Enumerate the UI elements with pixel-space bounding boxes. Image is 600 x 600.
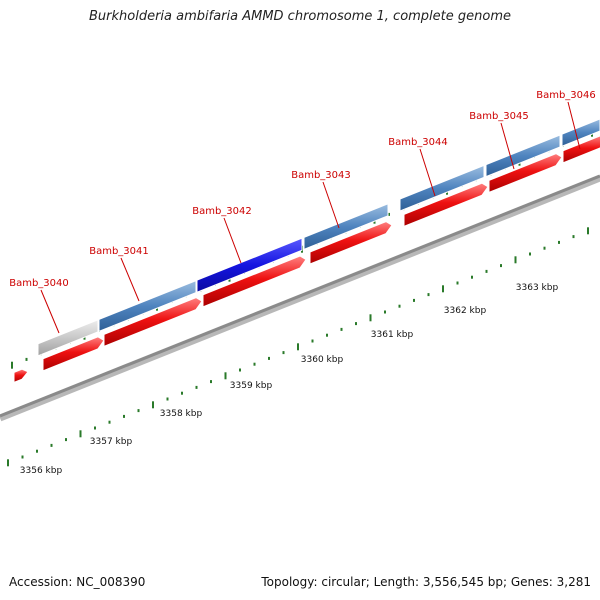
gene-label-bamb-3043: Bamb_3043	[291, 170, 351, 181]
cds-arrow-bamb-3044	[403, 182, 489, 228]
backbone-shadow	[0, 174, 600, 422]
gene-labels: Bamb_3040 Bamb_3041 Bamb_3042 Bamb_3043 Bamb…	[9, 90, 596, 289]
cds-arrow-bamb-3046	[562, 135, 600, 164]
gene-bar-bamb-3046	[561, 118, 600, 147]
scale-label: 3363 kbp	[516, 283, 559, 293]
scale-labels: 3356 kbp 3357 kbp 3358 kbp 3359 kbp 3360 kbp…	[20, 283, 559, 476]
cds-arrow-bamb-3043	[309, 221, 393, 265]
gene-label-bamb-3040: Bamb_3040	[9, 278, 69, 289]
cds-arrows	[13, 135, 600, 384]
gene-bar-bamb-3040	[37, 319, 99, 357]
scale-label: 3359 kbp	[230, 381, 273, 391]
map-title: Burkholderia ambifaria AMMD chromosome 1…	[88, 9, 512, 24]
cds-arrow-bamb-3041	[103, 297, 203, 348]
cds-arrow-bamb-3042	[202, 255, 307, 308]
gene-label-bamb-3044: Bamb_3044	[388, 137, 448, 148]
gene-bar-bamb-3041	[98, 279, 197, 333]
gene-label-leader	[500, 122, 515, 170]
accession-text: Accession: NC_008390	[9, 575, 146, 589]
gene-label-leader	[567, 101, 581, 150]
gene-bar-bamb-3045	[485, 134, 561, 178]
gene-label-leader	[223, 217, 242, 264]
lower-tick-marks	[7, 227, 589, 467]
gene-label-leader	[322, 181, 340, 229]
backbone-line	[0, 174, 600, 418]
gene-bar-bamb-3043	[303, 203, 389, 251]
scale-label: 3362 kbp	[444, 306, 487, 316]
gene-label-bamb-3045: Bamb_3045	[469, 111, 529, 122]
cds-arrow-bamb-3045	[488, 153, 563, 194]
scale-label: 3358 kbp	[160, 409, 203, 419]
chromosome-backbone	[0, 174, 600, 422]
gene-label-leader	[419, 148, 436, 197]
gene-bars	[37, 118, 600, 357]
cds-arrow-bamb-3040	[42, 336, 105, 372]
scale-label: 3357 kbp	[90, 437, 133, 447]
scale-label: 3361 kbp	[371, 330, 414, 340]
cds-arrow-small	[13, 368, 29, 384]
gene-label-bamb-3041: Bamb_3041	[89, 246, 149, 257]
gene-label-leaders	[40, 101, 581, 334]
gene-label-leader	[40, 289, 60, 334]
gene-label-bamb-3042: Bamb_3042	[192, 206, 252, 217]
gene-label-bamb-3046: Bamb_3046	[536, 90, 596, 101]
scale-label: 3356 kbp	[20, 466, 63, 476]
scale-label: 3360 kbp	[301, 355, 344, 365]
gene-bar-bamb-3044	[399, 164, 485, 212]
genome-summary-text: Topology: circular; Length: 3,556,545 bp…	[261, 575, 591, 589]
gene-bar-bamb-3042	[196, 237, 303, 293]
gene-label-leader	[120, 257, 140, 302]
